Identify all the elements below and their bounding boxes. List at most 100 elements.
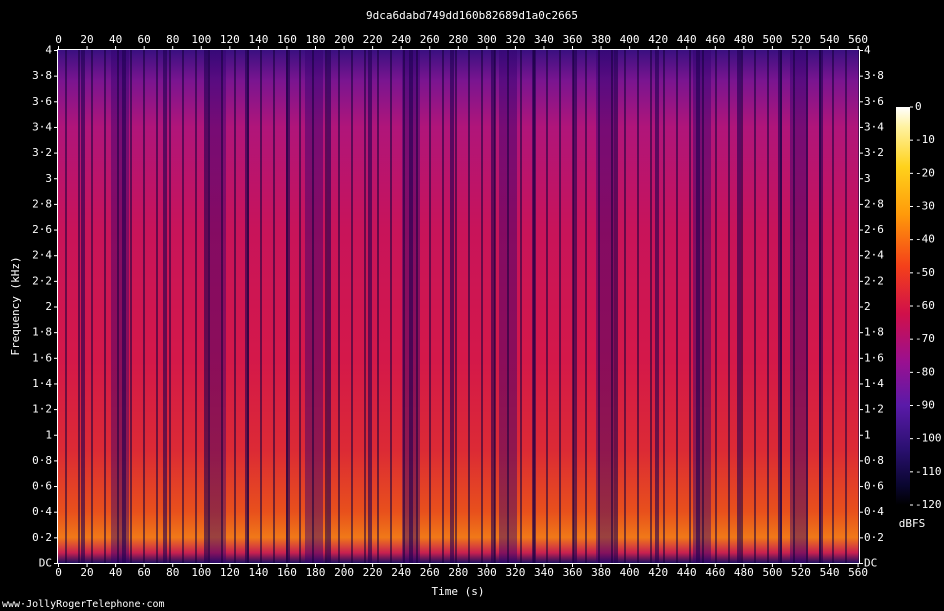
colorbar-label: dBFS <box>899 517 926 530</box>
x-tick-label: 380 <box>591 566 611 579</box>
x-tick-label: 480 <box>734 566 754 579</box>
x-tick-label-top: 300 <box>477 33 497 46</box>
y-tick-label: 2·6 <box>32 223 52 236</box>
y-tick-label: 0·8 <box>32 454 52 467</box>
x-tick-label: 520 <box>791 566 811 579</box>
x-tick-label-top: 0 <box>55 33 62 46</box>
y-tick-label: 0·6 <box>32 480 52 493</box>
x-tick-label-top: 520 <box>791 33 811 46</box>
x-tick-label: 60 <box>138 566 151 579</box>
x-tick-label: 540 <box>820 566 840 579</box>
colorbar-tick-label: -40 <box>915 233 935 246</box>
x-tick-label-top: 180 <box>306 33 326 46</box>
x-tick-label: 300 <box>477 566 497 579</box>
x-tick-label-top: 40 <box>109 33 122 46</box>
x-tick-label: 80 <box>166 566 179 579</box>
x-tick-label: 280 <box>448 566 468 579</box>
x-tick-label-top: 220 <box>363 33 383 46</box>
y-tick-label: 3·2 <box>32 146 52 159</box>
x-tick-label-top: 360 <box>563 33 583 46</box>
x-tick-label: 180 <box>306 566 326 579</box>
x-tick-label-top: 160 <box>277 33 297 46</box>
y-tick-label-right: 4 <box>864 44 871 57</box>
y-tick-label: 2 <box>45 300 52 313</box>
y-tick-label: 1·4 <box>32 377 52 390</box>
x-tick-label-top: 380 <box>591 33 611 46</box>
spectrogram-image <box>58 50 859 563</box>
x-tick-label: 240 <box>391 566 411 579</box>
colorbar <box>896 107 910 505</box>
y-tick-label-right: 3·8 <box>864 69 884 82</box>
colorbar-tick-label: -30 <box>915 200 935 213</box>
x-tick-label: 340 <box>534 566 554 579</box>
y-tick-label-right: 1·4 <box>864 377 884 390</box>
colorbar-tick-label: -50 <box>915 266 935 279</box>
x-tick-label-top: 200 <box>334 33 354 46</box>
chart-title: 9dca6dabd749dd160b82689d1a0c2665 <box>366 9 578 22</box>
colorbar-tick-label: -100 <box>915 432 942 445</box>
y-tick-label: 1·8 <box>32 326 52 339</box>
y-tick-label-right: 2·4 <box>864 249 884 262</box>
x-tick-label-top: 560 <box>848 33 868 46</box>
y-tick-label-right: 0·8 <box>864 454 884 467</box>
y-tick-label-right: 1·6 <box>864 351 884 364</box>
y-tick-label: 2·2 <box>32 274 52 287</box>
y-tick-label: 0·2 <box>32 531 52 544</box>
x-tick-label: 160 <box>277 566 297 579</box>
y-tick-label: 3·8 <box>32 69 52 82</box>
x-tick-label-top: 540 <box>820 33 840 46</box>
y-tick-label: 2·8 <box>32 197 52 210</box>
y-tick-label-right: 1·2 <box>864 403 884 416</box>
x-tick-label: 220 <box>363 566 383 579</box>
x-tick-label: 200 <box>334 566 354 579</box>
x-tick-label-top: 100 <box>191 33 211 46</box>
y-tick-label-right: 3·6 <box>864 95 884 108</box>
y-tick-label: 1·6 <box>32 351 52 364</box>
x-tick-label-top: 480 <box>734 33 754 46</box>
x-tick-label: 260 <box>420 566 440 579</box>
x-tick-label-top: 80 <box>166 33 179 46</box>
y-tick-label-right: 0·4 <box>864 505 884 518</box>
x-tick-label-top: 280 <box>448 33 468 46</box>
colorbar-tick-label: -60 <box>915 299 935 312</box>
x-tick-label: 0 <box>55 566 62 579</box>
colorbar-tick-label: -110 <box>915 465 942 478</box>
y-tick-label-right: 0·2 <box>864 531 884 544</box>
x-tick-label-top: 420 <box>648 33 668 46</box>
x-tick-label-top: 240 <box>391 33 411 46</box>
y-tick-label-right: 3 <box>864 172 871 185</box>
x-tick-label-top: 320 <box>505 33 525 46</box>
x-tick-label: 40 <box>109 566 122 579</box>
colorbar-tick-label: -70 <box>915 332 935 345</box>
colorbar-tick-label: -90 <box>915 399 935 412</box>
x-tick-label-top: 120 <box>220 33 240 46</box>
footer: www·JollyRogerTelephone·com <box>2 599 165 610</box>
y-tick-label-right: 3·4 <box>864 120 884 133</box>
y-tick-label-right: 1·8 <box>864 326 884 339</box>
x-tick-label: 20 <box>80 566 93 579</box>
colorbar-tick-label: -20 <box>915 166 935 179</box>
colorbar-tick-label: -120 <box>915 498 942 511</box>
y-tick-label: 3 <box>45 172 52 185</box>
plot-frame <box>57 49 860 564</box>
x-tick-label: 420 <box>648 566 668 579</box>
y-tick-label-right: 2·2 <box>864 274 884 287</box>
y-tick-label-right: 2·6 <box>864 223 884 236</box>
y-tick-label: 1 <box>45 428 52 441</box>
x-tick-label: 140 <box>248 566 268 579</box>
x-tick-label: 320 <box>505 566 525 579</box>
x-tick-label: 440 <box>677 566 697 579</box>
y-tick-label: 2·4 <box>32 249 52 262</box>
x-axis-label: Time (s) <box>432 585 485 598</box>
x-tick-label: 400 <box>620 566 640 579</box>
x-tick-label-top: 260 <box>420 33 440 46</box>
x-tick-label: 460 <box>705 566 725 579</box>
x-tick-label-top: 400 <box>620 33 640 46</box>
y-tick-label-right: 2 <box>864 300 871 313</box>
x-tick-label-top: 440 <box>677 33 697 46</box>
y-tick-label-right: 1 <box>864 428 871 441</box>
x-tick-label: 560 <box>848 566 868 579</box>
x-tick-label: 500 <box>762 566 782 579</box>
